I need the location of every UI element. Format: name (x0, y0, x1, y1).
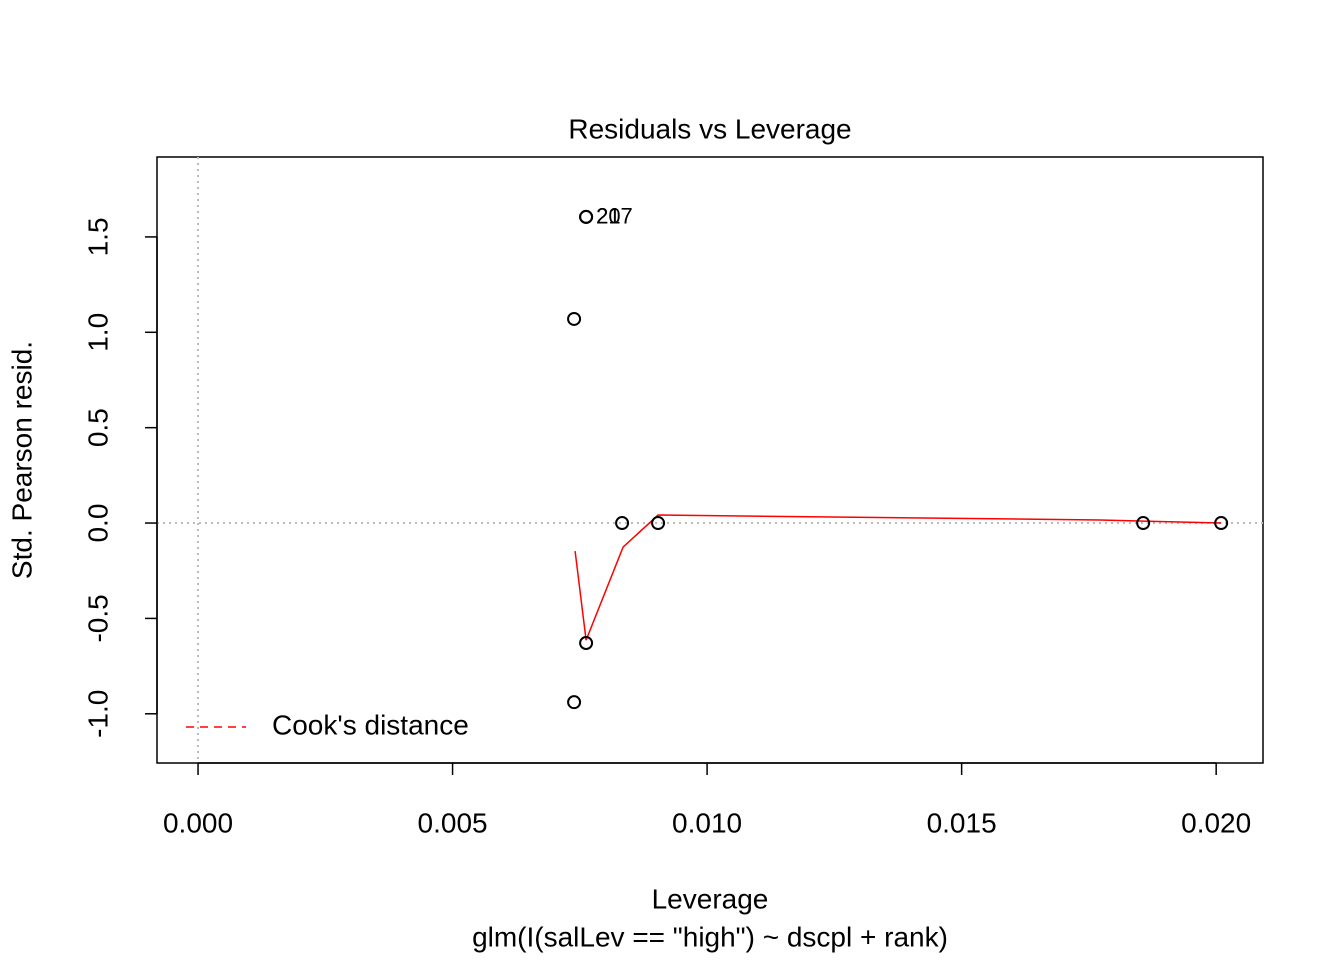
x-tick-label: 0.005 (418, 807, 488, 838)
y-tick-label: -0.5 (82, 594, 113, 642)
point (1136, 516, 1151, 531)
y-tick-label: 1.0 (82, 313, 113, 352)
point-label: 21 (596, 204, 620, 229)
point (1214, 516, 1229, 531)
x-tick-label: 0.015 (927, 807, 997, 838)
point (615, 516, 630, 531)
y-tick-label: -1.0 (82, 690, 113, 738)
point (579, 209, 594, 224)
x-axis-label: Leverage (652, 883, 769, 914)
y-axis-label: Std. Pearson resid. (6, 341, 37, 579)
y-tick-label: 0.5 (82, 408, 113, 447)
legend-label: Cook's distance (272, 709, 469, 740)
y-tick-label: 0.0 (82, 504, 113, 543)
x-tick-label: 0.000 (163, 807, 233, 838)
point (651, 516, 666, 531)
chart-title: Residuals vs Leverage (568, 113, 851, 144)
subtitle: glm(I(salLev == "high") ~ dscpl + rank) (472, 921, 948, 952)
point (567, 695, 582, 710)
point-label: 207 (596, 204, 633, 229)
smooth-line (574, 514, 1222, 641)
plot-frame (156, 156, 1264, 764)
x-tick-label: 0.010 (672, 807, 742, 838)
point (579, 636, 594, 651)
point (567, 311, 582, 326)
y-tick-label: 1.5 (82, 217, 113, 256)
x-tick-label: 0.020 (1181, 807, 1251, 838)
